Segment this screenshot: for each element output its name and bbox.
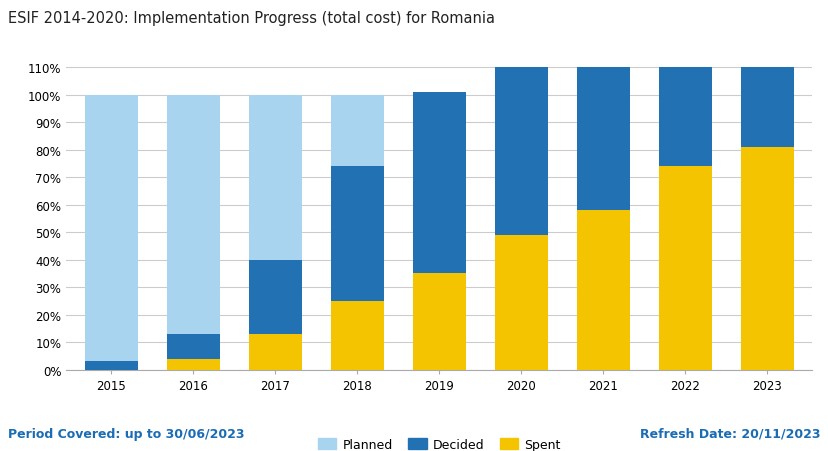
Bar: [166, 359, 219, 370]
Bar: [248, 95, 301, 370]
Bar: [412, 274, 465, 370]
Bar: [576, 211, 629, 370]
Legend: Planned, Decided, Spent: Planned, Decided, Spent: [312, 433, 566, 451]
Bar: [330, 95, 383, 370]
Text: ESIF 2014-2020: Implementation Progress (total cost) for Romania: ESIF 2014-2020: Implementation Progress …: [8, 11, 494, 26]
Bar: [412, 92, 465, 370]
Bar: [166, 334, 219, 370]
Bar: [576, 68, 629, 370]
Bar: [739, 147, 793, 370]
Bar: [248, 334, 301, 370]
Bar: [494, 68, 547, 370]
Text: Period Covered: up to 30/06/2023: Period Covered: up to 30/06/2023: [8, 427, 244, 440]
Bar: [412, 95, 465, 370]
Bar: [84, 362, 138, 370]
Text: Refresh Date: 20/11/2023: Refresh Date: 20/11/2023: [639, 427, 820, 440]
Bar: [494, 95, 547, 370]
Bar: [84, 95, 138, 370]
Bar: [576, 95, 629, 370]
Bar: [248, 260, 301, 370]
Bar: [658, 68, 711, 370]
Bar: [739, 95, 793, 370]
Bar: [494, 235, 547, 370]
Bar: [658, 167, 711, 370]
Bar: [658, 95, 711, 370]
Bar: [166, 95, 219, 370]
Bar: [330, 167, 383, 370]
Bar: [739, 68, 793, 370]
Bar: [330, 301, 383, 370]
